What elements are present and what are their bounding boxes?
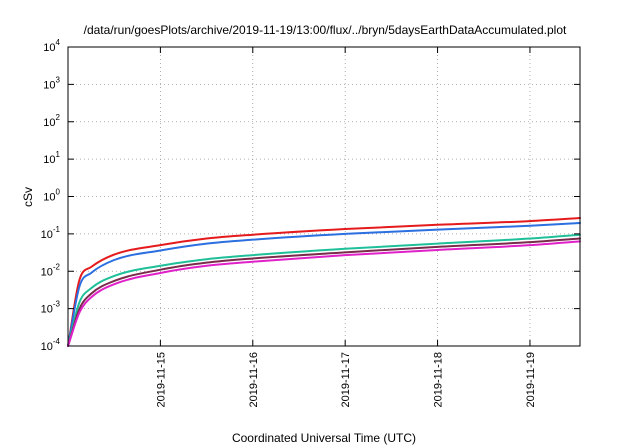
x-tick-label: 2019-11-18 <box>433 352 445 407</box>
y-tick-base: 10 <box>41 229 53 241</box>
y-tick-exponent: -1 <box>53 225 61 234</box>
series-line-5 <box>67 240 581 347</box>
series-layer <box>67 217 581 347</box>
y-tick-base: 10 <box>43 192 55 204</box>
y-axis-label: cSv <box>21 187 35 207</box>
ticks <box>68 46 580 347</box>
y-tick-label: 104 <box>43 38 60 54</box>
x-axis-label: Coordinated Universal Time (UTC) <box>232 431 416 445</box>
x-tick-label: 2019-11-16 <box>248 352 260 407</box>
y-tick-label: 10-4 <box>41 337 61 353</box>
y-tick-base: 10 <box>41 266 53 278</box>
y-tick-exponent: -4 <box>53 337 61 346</box>
x-tick-labels: 2019-11-15 2019-11-16 2019-11-17 2019-11-18… <box>155 352 537 407</box>
y-tick-exponent: 3 <box>56 75 61 84</box>
y-tick-base: 10 <box>43 154 55 166</box>
y-tick-base: 10 <box>41 304 53 316</box>
x-tick-label: 2019-11-19 <box>525 352 537 407</box>
series-line-1 <box>67 217 581 347</box>
y-tick-exponent: -3 <box>53 300 61 309</box>
y-tick-base: 10 <box>43 42 55 54</box>
grid <box>68 47 580 346</box>
y-tick-exponent: 0 <box>56 188 61 197</box>
x-tick-label: 2019-11-15 <box>155 352 167 407</box>
series-line-2 <box>67 222 581 347</box>
y-tick-exponent: 1 <box>56 150 61 159</box>
y-tick-exponent: 4 <box>56 38 61 47</box>
x-tick-label: 2019-11-17 <box>340 352 352 407</box>
y-tick-label: 10-1 <box>41 225 61 241</box>
series-line-4 <box>67 237 581 347</box>
y-tick-exponent: 2 <box>56 113 61 122</box>
y-tick-base: 10 <box>43 79 55 91</box>
chart-title: /data/run/goesPlots/archive/2019-11-19/1… <box>84 23 567 37</box>
y-tick-label: 103 <box>43 75 60 91</box>
y-tick-label: 102 <box>43 113 60 129</box>
y-tick-label: 100 <box>43 188 60 204</box>
y-tick-label: 10-3 <box>41 300 61 316</box>
y-tick-base: 10 <box>41 341 53 353</box>
y-tick-exponent: -2 <box>53 262 61 271</box>
series-line-3 <box>67 233 581 347</box>
y-tick-label: 101 <box>43 150 60 166</box>
y-tick-base: 10 <box>43 117 55 129</box>
y-tick-label: 10-2 <box>41 262 61 278</box>
